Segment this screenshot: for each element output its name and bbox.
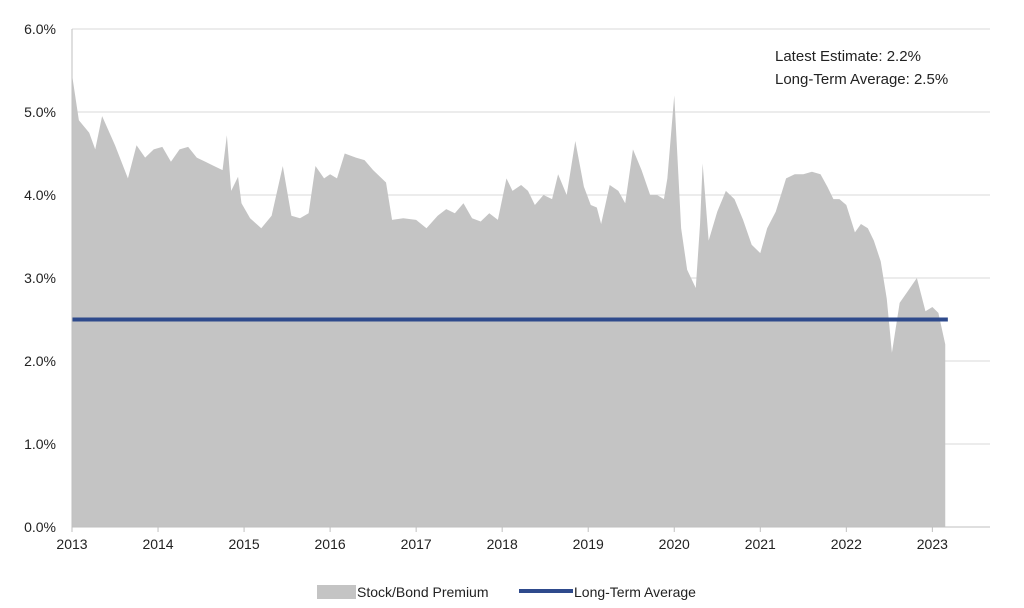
- x-tick-labels: 2013 2014 2015 2016 2017 2018 2019 2020 2021 2022…: [56, 536, 948, 552]
- legend-swatch-stock-bond-premium: [317, 585, 356, 599]
- y-tick-label: 4.0%: [24, 187, 56, 203]
- axes: [71, 29, 990, 532]
- y-tick-labels: 0.0% 1.0% 2.0% 3.0% 4.0% 5.0% 6.0%: [24, 21, 56, 535]
- y-tick-label: 6.0%: [24, 21, 56, 37]
- x-tick-label: 2017: [401, 536, 432, 552]
- x-tick-label: 2020: [659, 536, 690, 552]
- x-tick-label: 2022: [831, 536, 862, 552]
- series-area-stock-bond-premium: [72, 74, 946, 528]
- area-layer: [72, 74, 946, 528]
- x-tick-label: 2019: [573, 536, 604, 552]
- legend-label-stock-bond-premium: Stock/Bond Premium: [357, 584, 489, 600]
- y-tick-label: 2.0%: [24, 353, 56, 369]
- y-tick-label: 1.0%: [24, 436, 56, 452]
- x-tick-label: 2014: [142, 536, 173, 552]
- y-tick-label: 5.0%: [24, 104, 56, 120]
- x-tick-label: 2013: [56, 536, 87, 552]
- legend-label-long-term-average: Long-Term Average: [574, 584, 696, 600]
- x-tick-label: 2021: [745, 536, 776, 552]
- y-tick-label: 3.0%: [24, 270, 56, 286]
- x-tick-label: 2018: [487, 536, 518, 552]
- x-tick-label: 2023: [917, 536, 948, 552]
- annotation-latest-estimate: Latest Estimate: 2.2%: [775, 48, 921, 65]
- x-tick-label: 2016: [315, 536, 346, 552]
- y-tick-label: 0.0%: [24, 519, 56, 535]
- x-tick-label: 2015: [228, 536, 259, 552]
- annotation-long-term-average: Long-Term Average: 2.5%: [775, 71, 948, 88]
- legend: Stock/Bond Premium Long-Term Average: [317, 584, 696, 600]
